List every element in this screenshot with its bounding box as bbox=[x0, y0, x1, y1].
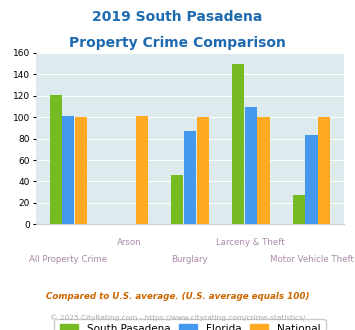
Bar bbox=[75, 117, 87, 224]
Text: Arson: Arson bbox=[117, 238, 141, 247]
Text: Burglary: Burglary bbox=[171, 255, 208, 264]
Text: 2019 South Pasadena: 2019 South Pasadena bbox=[92, 10, 263, 24]
Bar bbox=[184, 131, 196, 224]
Bar bbox=[305, 135, 318, 224]
Bar bbox=[245, 108, 257, 224]
Bar bbox=[293, 195, 305, 224]
Text: Compared to U.S. average. (U.S. average equals 100): Compared to U.S. average. (U.S. average … bbox=[46, 292, 309, 301]
Bar bbox=[257, 117, 269, 224]
Text: © 2025 CityRating.com - https://www.cityrating.com/crime-statistics/: © 2025 CityRating.com - https://www.city… bbox=[50, 314, 305, 321]
Text: Larceny & Theft: Larceny & Theft bbox=[217, 238, 285, 247]
Text: Motor Vehicle Theft: Motor Vehicle Theft bbox=[269, 255, 354, 264]
Bar bbox=[136, 116, 148, 224]
Bar bbox=[62, 116, 75, 224]
Bar bbox=[318, 117, 330, 224]
Bar bbox=[50, 95, 62, 224]
Bar bbox=[171, 175, 183, 224]
Text: All Property Crime: All Property Crime bbox=[29, 255, 108, 264]
Bar bbox=[197, 117, 209, 224]
Text: Property Crime Comparison: Property Crime Comparison bbox=[69, 36, 286, 50]
Bar bbox=[232, 63, 244, 224]
Legend: South Pasadena, Florida, National: South Pasadena, Florida, National bbox=[54, 319, 326, 330]
